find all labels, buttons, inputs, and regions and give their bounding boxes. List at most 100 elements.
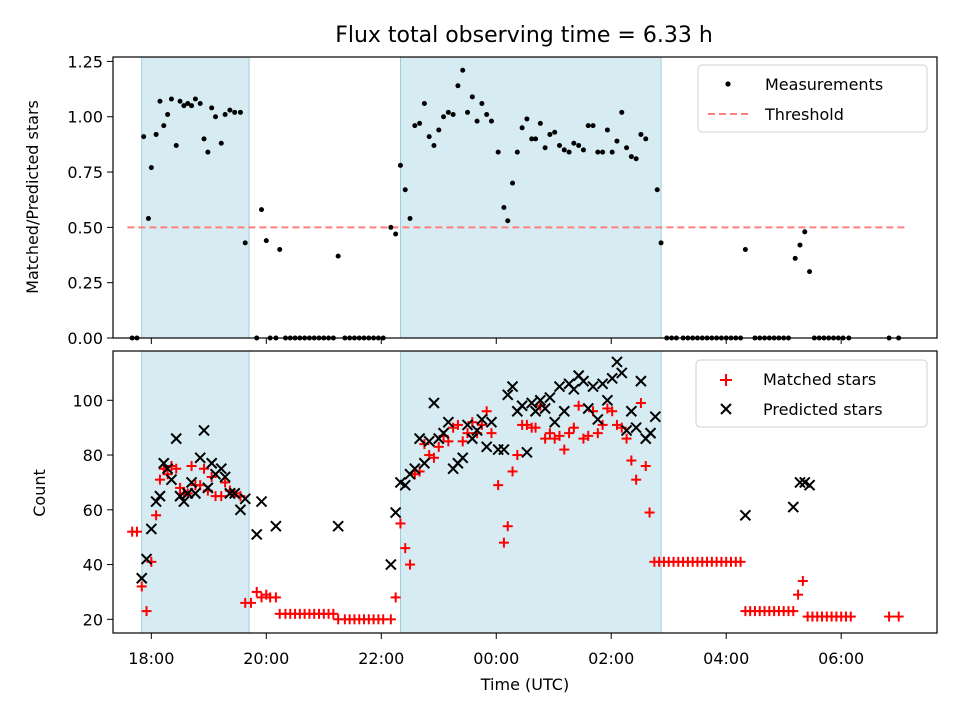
predicted-star-point (568, 383, 580, 396)
predicted-star-point (158, 457, 170, 469)
matched-star-point (597, 419, 608, 430)
measurement-point (189, 103, 195, 109)
predicted-star-point (219, 471, 231, 483)
matched-star-point (884, 611, 895, 622)
matched-star-point (512, 450, 523, 461)
predicted-star-point (234, 504, 247, 516)
predicted-star-point (428, 397, 440, 409)
matched-star-point (845, 611, 856, 622)
top-ytick-label: 1.00 (67, 108, 103, 127)
measurement-point (600, 149, 606, 155)
predicted-star-point (803, 479, 816, 491)
matched-star-point (493, 480, 504, 491)
measurement-point (633, 156, 639, 162)
top-shade-interval-2 (400, 56, 662, 339)
predicted-star-point (582, 402, 594, 415)
predicted-star-point (145, 523, 158, 535)
legend-label-measurements: Measurements (765, 75, 883, 94)
top-ytick-label: 0.75 (67, 163, 103, 182)
measurement-point (148, 165, 154, 171)
matched-star-point (136, 581, 147, 592)
top-legend: Measurements Threshold (697, 64, 928, 133)
measurement-point (181, 103, 187, 109)
predicted-star-point (174, 490, 186, 502)
predicted-star-point (476, 413, 488, 426)
measurement-point (524, 116, 530, 122)
predicted-star-point (332, 520, 344, 532)
xtick-label: 02:00 (588, 649, 634, 668)
predicted-star-point (189, 487, 202, 500)
matched-star-point (457, 436, 468, 447)
measurement-point (529, 136, 535, 142)
measurement-point (595, 149, 601, 155)
measurement-point (242, 240, 248, 246)
predicted-star-point (601, 394, 614, 406)
measurement-point (445, 109, 451, 115)
measurement-point (638, 131, 644, 137)
xtick-label: 20:00 (243, 649, 289, 668)
matched-star-point (607, 406, 618, 417)
matched-star-point (476, 419, 487, 430)
predicted-star-point (205, 457, 218, 469)
legend-label-predicted: Predicted stars (763, 400, 883, 419)
predicted-star-point (485, 416, 498, 428)
measurement-point (393, 231, 399, 237)
predicted-star-point (649, 411, 662, 423)
measurement-point (628, 154, 634, 160)
matched-star-point (621, 433, 632, 444)
matched-star-point (251, 586, 262, 597)
matched-star-point (592, 428, 603, 439)
measurement-point (488, 118, 494, 124)
bottom-legend-box (695, 359, 928, 428)
matched-star-point (186, 460, 197, 471)
measurement-point (165, 112, 171, 118)
matched-star-point (797, 575, 808, 586)
predicted-star-point (625, 405, 638, 417)
xtick-label: 22:00 (358, 649, 404, 668)
bot-shade-interval-2 (400, 350, 662, 634)
matched-star-point (540, 433, 551, 444)
measurement-point (643, 136, 649, 142)
matched-star-point (171, 463, 182, 474)
matched-star-point (893, 611, 904, 622)
measurement-point (537, 120, 543, 126)
top-panel-frame (112, 56, 938, 339)
predicted-star-point (635, 375, 647, 387)
predicted-star-point (239, 493, 251, 505)
top-legend-box (697, 64, 928, 133)
predicted-star-point (270, 520, 282, 532)
predicted-star-point (506, 380, 519, 393)
measurement-point (145, 216, 151, 222)
xtick-label: 04:00 (703, 649, 749, 668)
top-ytick-label: 0.00 (67, 329, 103, 348)
predicted-star-point (739, 509, 752, 521)
predicted-star-point (165, 473, 178, 486)
bottom-ytick-label: 40 (83, 556, 103, 575)
measurement-point (161, 123, 167, 129)
predicted-star-point (521, 446, 533, 459)
matched-star-point (573, 400, 584, 411)
predicted-star-point (457, 452, 469, 464)
matched-star-point (568, 422, 579, 433)
measurement-point (218, 140, 224, 146)
xtick-label: 06:00 (818, 649, 864, 668)
predicted-star-point (202, 482, 214, 494)
measurement-point (465, 109, 471, 115)
measurement-point (797, 242, 803, 248)
measurement-point (624, 145, 630, 151)
measurement-point (654, 187, 660, 193)
predicted-star-point (198, 424, 210, 437)
top-shade-interval-1 (141, 56, 250, 339)
measurement-point (619, 109, 625, 115)
measurement-point (417, 120, 423, 126)
predicted-star-point (150, 495, 162, 508)
measurement-point (201, 136, 207, 142)
matched-star-point (328, 608, 339, 619)
bottom-ytick-label: 100 (72, 391, 103, 410)
measurement-point (469, 94, 475, 100)
predicted-star-point (471, 424, 483, 437)
measurement-point (510, 180, 516, 186)
matched-star-point (220, 477, 231, 488)
measurement-point (397, 162, 403, 168)
bottom-y-axis-label: Count (30, 469, 49, 517)
